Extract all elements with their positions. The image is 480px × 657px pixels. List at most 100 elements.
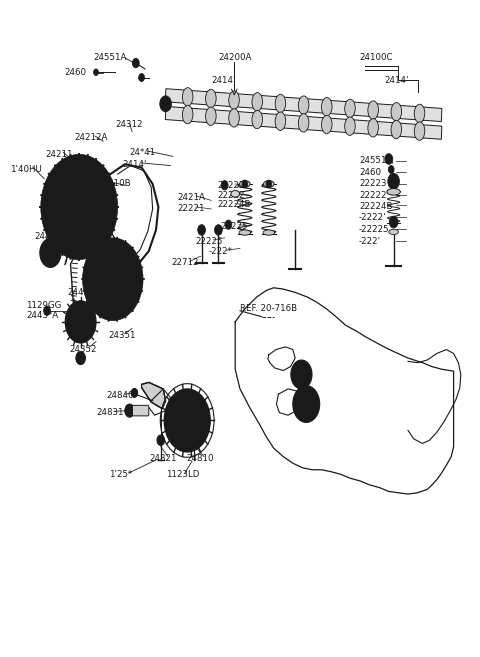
Circle shape — [48, 250, 53, 256]
Ellipse shape — [391, 102, 402, 121]
Ellipse shape — [322, 116, 332, 134]
Text: 22224B: 22224B — [217, 200, 251, 210]
Text: 24100C: 24100C — [359, 53, 393, 62]
Circle shape — [198, 225, 205, 235]
Circle shape — [291, 360, 312, 389]
Polygon shape — [165, 89, 442, 122]
Circle shape — [157, 435, 165, 445]
Ellipse shape — [252, 110, 263, 129]
Ellipse shape — [389, 229, 398, 235]
Text: 24810: 24810 — [186, 454, 214, 463]
Circle shape — [180, 411, 194, 430]
Text: 1123LD: 1123LD — [166, 470, 199, 479]
Circle shape — [132, 58, 139, 68]
Text: -222': -222' — [359, 237, 381, 246]
Circle shape — [388, 166, 394, 173]
Text: 22225: 22225 — [196, 237, 223, 246]
Text: 24410A: 24410A — [42, 215, 76, 225]
Ellipse shape — [240, 181, 250, 187]
Ellipse shape — [182, 105, 193, 124]
Text: 24211: 24211 — [46, 150, 73, 159]
Text: 24*41: 24*41 — [130, 148, 156, 157]
Circle shape — [266, 180, 272, 188]
Text: 2443*A: 2443*A — [26, 311, 59, 320]
Circle shape — [388, 173, 399, 189]
Circle shape — [77, 317, 84, 327]
Circle shape — [296, 367, 307, 382]
Text: 24200A: 24200A — [218, 53, 252, 62]
Ellipse shape — [345, 99, 355, 118]
Circle shape — [58, 177, 101, 237]
Text: 24312: 24312 — [115, 120, 143, 129]
Circle shape — [40, 238, 61, 267]
Text: 2460: 2460 — [359, 168, 381, 177]
Circle shape — [139, 74, 144, 81]
Ellipse shape — [205, 89, 216, 108]
Ellipse shape — [322, 98, 332, 116]
Text: 24412A: 24412A — [35, 232, 68, 241]
FancyBboxPatch shape — [132, 405, 149, 416]
Ellipse shape — [264, 181, 274, 187]
Circle shape — [385, 154, 393, 164]
Circle shape — [293, 386, 320, 422]
Text: -22225: -22225 — [359, 225, 390, 234]
Circle shape — [160, 96, 171, 112]
Circle shape — [172, 399, 203, 442]
Circle shape — [106, 269, 120, 289]
Text: 2460: 2460 — [65, 68, 87, 78]
Circle shape — [225, 220, 232, 229]
Circle shape — [44, 306, 50, 315]
Circle shape — [131, 388, 138, 397]
Circle shape — [125, 404, 134, 417]
Text: 24351: 24351 — [108, 330, 135, 340]
Text: -12310B: -12310B — [95, 179, 131, 189]
Text: 24551A: 24551A — [94, 53, 127, 62]
Text: -222*: -222* — [209, 247, 233, 256]
Ellipse shape — [368, 119, 378, 137]
Circle shape — [221, 181, 228, 190]
Text: 24831: 24831 — [96, 408, 123, 417]
Circle shape — [215, 225, 222, 235]
Circle shape — [70, 194, 89, 220]
Circle shape — [97, 258, 128, 300]
Text: REF. 20-716B: REF. 20-716B — [240, 304, 297, 313]
Text: 1129GG: 1129GG — [26, 301, 62, 310]
Ellipse shape — [252, 93, 263, 111]
Text: -2222': -2222' — [359, 213, 387, 222]
Circle shape — [389, 216, 398, 228]
Text: 22222: 22222 — [217, 191, 244, 200]
Circle shape — [299, 394, 314, 415]
Text: 24840: 24840 — [107, 391, 134, 400]
Ellipse shape — [368, 101, 378, 120]
Text: 22223: 22223 — [217, 181, 244, 190]
Circle shape — [65, 301, 96, 343]
Ellipse shape — [298, 96, 309, 114]
Circle shape — [79, 355, 83, 361]
Circle shape — [94, 69, 98, 76]
Ellipse shape — [205, 107, 216, 125]
Ellipse shape — [229, 108, 240, 127]
Circle shape — [72, 310, 89, 334]
Text: 24212A: 24212A — [74, 133, 108, 143]
Text: 24551A: 24551A — [359, 156, 393, 166]
Ellipse shape — [414, 104, 425, 123]
Ellipse shape — [275, 94, 286, 112]
Ellipse shape — [263, 230, 275, 235]
Ellipse shape — [182, 87, 193, 106]
Text: 22222: 22222 — [359, 191, 386, 200]
Polygon shape — [142, 382, 166, 409]
Circle shape — [242, 180, 248, 188]
Ellipse shape — [239, 230, 251, 235]
Circle shape — [164, 389, 210, 452]
Text: 2421A: 2421A — [178, 193, 205, 202]
Text: 22712: 22712 — [172, 258, 199, 267]
Ellipse shape — [298, 114, 309, 132]
Ellipse shape — [229, 91, 240, 109]
Ellipse shape — [387, 189, 400, 195]
Circle shape — [76, 351, 85, 365]
Ellipse shape — [391, 120, 402, 139]
Circle shape — [83, 238, 143, 321]
Text: 24352: 24352 — [70, 345, 97, 354]
Text: 22224B: 22224B — [359, 202, 393, 211]
Ellipse shape — [231, 191, 240, 197]
